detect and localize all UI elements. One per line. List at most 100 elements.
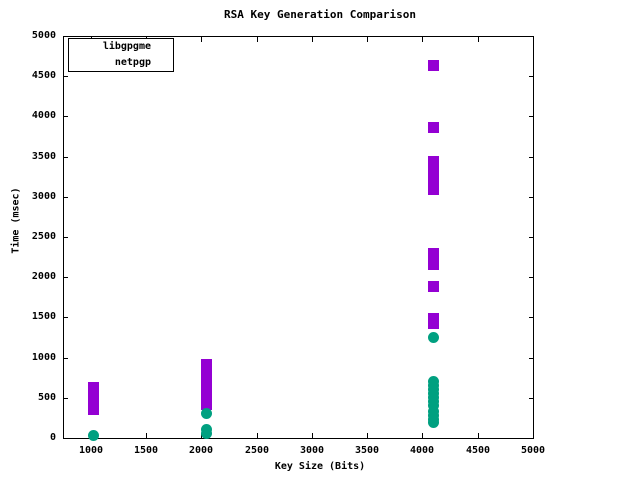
y-tick-label-5000: 5000 <box>31 30 56 41</box>
data-point-libgpgme-6 <box>201 364 213 376</box>
data-point-libgpgme-24 <box>427 281 439 293</box>
x-tick-label-3000: 3000 <box>299 445 325 456</box>
data-point-libgpgme-14 <box>427 122 439 134</box>
x-tick-label-5000: 5000 <box>520 445 546 456</box>
y-tick-1500 <box>63 317 68 318</box>
y-tick-right-3500 <box>529 157 534 158</box>
data-point-netpgp-11 <box>427 400 439 412</box>
y-tick-label-1500: 1500 <box>31 311 56 322</box>
y-tick-right-500 <box>529 398 534 399</box>
legend-item-0: libgpgme <box>69 39 175 55</box>
data-point-libgpgme-10 <box>201 387 213 399</box>
y-tick-right-5000 <box>529 36 534 37</box>
x-tick-top-3000 <box>312 37 313 42</box>
data-point-libgpgme-19 <box>427 178 439 190</box>
y-tick-1000 <box>63 358 68 359</box>
data-point-libgpgme-9 <box>201 381 213 393</box>
x-tick-label-1000: 1000 <box>78 445 104 456</box>
x-tick-top-2500 <box>257 37 258 42</box>
y-tick-right-3000 <box>529 197 534 198</box>
x-axis-line <box>63 438 533 439</box>
x-axis-title: Key Size (Bits) <box>274 461 366 472</box>
y-tick-label-2000: 2000 <box>31 271 56 282</box>
y-tick-label-3000: 3000 <box>31 191 56 202</box>
data-point-netpgp-1 <box>201 408 213 420</box>
y-tick-right-4500 <box>529 76 534 77</box>
x-tick-2500 <box>257 433 258 438</box>
y-tick-right-0 <box>529 438 534 439</box>
x-tick-4500 <box>478 433 479 438</box>
y-tick-0 <box>63 438 68 439</box>
legend-label-1: netpgp <box>114 57 151 68</box>
x-tick-label-3500: 3500 <box>354 445 380 456</box>
data-point-libgpgme-0 <box>87 381 99 393</box>
y-tick-label-1000: 1000 <box>31 352 56 363</box>
data-point-libgpgme-11 <box>201 393 213 405</box>
data-point-libgpgme-16 <box>427 161 439 173</box>
y-tick-right-1500 <box>529 317 534 318</box>
x-tick-1500 <box>146 433 147 438</box>
y-tick-2000 <box>63 277 68 278</box>
y-tick-2500 <box>63 237 68 238</box>
x-tick-top-5000 <box>533 37 534 42</box>
data-point-netpgp-15 <box>427 417 439 429</box>
x-tick-3500 <box>367 433 368 438</box>
data-point-libgpgme-15 <box>427 155 439 167</box>
x-tick-label-2500: 2500 <box>244 445 270 456</box>
data-point-libgpgme-21 <box>427 247 439 259</box>
y-tick-3000 <box>63 197 68 198</box>
legend-item-1: netpgp <box>69 55 175 71</box>
y-tick-label-3500: 3500 <box>31 151 56 162</box>
y-tick-right-4000 <box>529 116 534 117</box>
x-tick-4000 <box>422 433 423 438</box>
x-tick-top-4500 <box>478 37 479 42</box>
data-point-libgpgme-17 <box>427 167 439 179</box>
y-tick-label-0: 0 <box>49 432 56 443</box>
data-point-libgpgme-18 <box>427 172 439 184</box>
data-point-libgpgme-12 <box>201 398 213 410</box>
x-tick-label-2000: 2000 <box>188 445 214 456</box>
plot-area <box>63 36 533 438</box>
x-tick-3000 <box>312 433 313 438</box>
data-point-netpgp-0 <box>87 430 99 442</box>
y-axis-title: Time (msec) <box>10 187 22 254</box>
y-tick-label-2500: 2500 <box>31 231 56 242</box>
x-tick-label-4500: 4500 <box>465 445 491 456</box>
y-tick-right-2000 <box>529 277 534 278</box>
data-point-libgpgme-1 <box>87 387 99 399</box>
x-tick-top-3500 <box>367 37 368 42</box>
y-tick-4000 <box>63 116 68 117</box>
data-point-libgpgme-8 <box>201 376 213 388</box>
legend-label-0: libgpgme <box>102 41 151 52</box>
x-tick-top-2000 <box>201 37 202 42</box>
y-tick-right-2500 <box>529 237 534 238</box>
data-point-libgpgme-23 <box>427 258 439 270</box>
x-tick-5000 <box>533 433 534 438</box>
y-tick-label-4500: 4500 <box>31 70 56 81</box>
data-point-netpgp-3 <box>201 428 213 440</box>
y-tick-4500 <box>63 76 68 77</box>
chart-title: RSA Key Generation Comparison <box>223 8 417 21</box>
data-point-libgpgme-20 <box>427 184 439 196</box>
legend: libgpgme netpgp <box>68 38 174 72</box>
x-tick-label-4000: 4000 <box>409 445 435 456</box>
data-point-libgpgme-2 <box>87 393 99 405</box>
data-point-libgpgme-22 <box>427 253 439 265</box>
y-tick-500 <box>63 398 68 399</box>
data-point-libgpgme-4 <box>87 404 99 416</box>
x-tick-label-1500: 1500 <box>133 445 159 456</box>
y-tick-5000 <box>63 36 68 37</box>
data-point-libgpgme-13 <box>427 60 439 72</box>
data-point-libgpgme-25 <box>427 312 439 324</box>
y-tick-label-4000: 4000 <box>31 110 56 121</box>
y-tick-label-500: 500 <box>37 392 56 403</box>
data-point-libgpgme-7 <box>201 370 213 382</box>
x-tick-top-4000 <box>422 37 423 42</box>
y-tick-3500 <box>63 157 68 158</box>
y-tick-right-1000 <box>529 358 534 359</box>
data-point-libgpgme-3 <box>87 398 99 410</box>
data-point-libgpgme-26 <box>427 318 439 330</box>
data-point-libgpgme-5 <box>201 359 213 371</box>
data-point-netpgp-4 <box>427 332 439 343</box>
